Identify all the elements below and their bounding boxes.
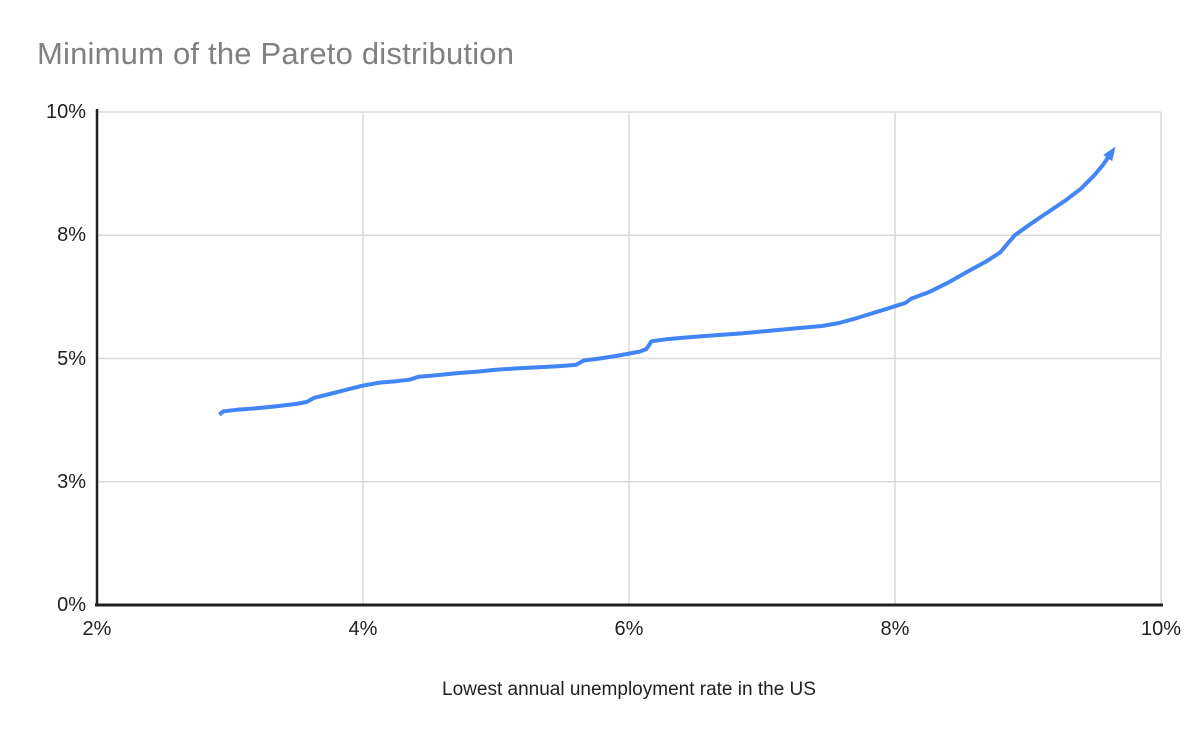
x-tick-label: 8% [880,618,910,640]
axis-lines [95,109,1163,607]
y-tick-label: 5% [57,347,86,370]
gridlines [97,111,1162,605]
y-tick-label: 3% [57,470,86,493]
y-tick-label: 0% [57,594,86,616]
x-tick-label: 2% [82,618,112,640]
chart-title: Minimum of the Pareto distribution [37,36,515,71]
x-tick-label: 4% [348,618,378,640]
x-tick-label: 6% [614,618,644,640]
x-axis-title: Lowest annual unemployment rate in the U… [442,679,816,700]
series-line [218,146,1116,417]
y-tick-label: 10% [45,101,86,123]
x-tick-label: 10% [1140,618,1182,640]
data-series [218,146,1116,417]
y-tick-label: 8% [57,224,86,247]
